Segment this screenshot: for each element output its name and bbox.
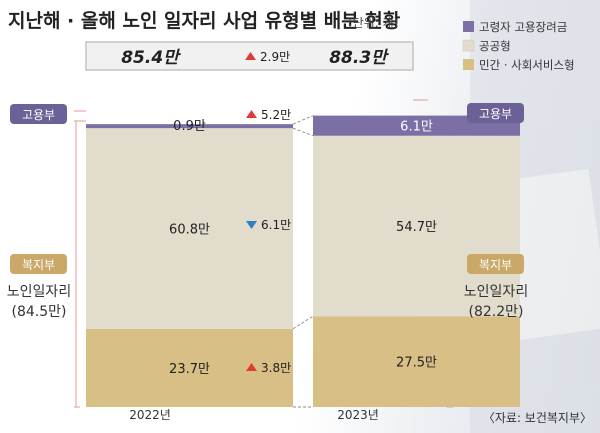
legend: 고령자 고용장려금 공공형 민간 · 사회서비스형 [462,20,575,72]
change-labels: 5.2만 6.1만 3.8만 [246,108,291,375]
totals-row: 85.4만 2.9만 88.3만 [85,41,414,71]
connectors [292,115,314,408]
down-arrow-icon [246,221,257,229]
ministry-tag-right-top [467,103,524,123]
legend-label-public: 공공형 [479,39,511,53]
total-2023: 88.3만 [329,48,389,68]
bar-segment-private-2022 [86,328,293,407]
legend-swatch-employment [463,21,474,32]
left-program-name: 노인일자리 [7,284,71,300]
right-program-total: (82.2만) [469,304,524,320]
change-public: 6.1만 [261,218,291,232]
ministry-tag-left-top [10,104,67,124]
bar-segment-employment-2022 [86,124,293,129]
data-label-employment-2022: 0.9만 [173,119,206,134]
x-tick-label-2023: 2023년 [337,408,379,422]
change-employment: 5.2만 [261,108,291,122]
bar-segment-public-2022 [86,128,293,329]
ministry-tag-right-mid [467,254,524,274]
bar-segment-private-2023 [313,316,520,407]
total-change: 2.9만 [260,50,290,64]
connector-line-2 [292,127,314,137]
source-note: 〈자료: 보건복지부〉 [483,411,592,425]
unit-label: (단위: 개) [348,16,398,30]
left-program-total: (84.5만) [12,304,67,320]
connector-line-1 [292,115,314,125]
x-tick-label-2022: 2022년 [129,408,171,422]
left-frame [74,110,86,408]
data-label-private-2022: 23.7만 [169,362,210,377]
data-label-public-2022: 60.8만 [169,222,210,237]
connector-line-3 [292,315,314,330]
up-arrow-icon [245,52,256,60]
right-program-name: 노인일자리 [464,284,528,300]
legend-label-private: 민간 · 사회서비스형 [479,58,575,72]
change-private: 3.8만 [261,361,291,375]
ministry-tag-right-top-label: 고용부 [479,107,512,121]
data-label-employment-2023: 6.1만 [400,120,433,135]
ministry-tag-right-mid-label: 복지부 [479,258,512,272]
ministry-tag-left-top-label: 고용부 [22,108,55,122]
bar-segment-public-2023 [313,135,520,317]
bars [86,115,520,407]
ministry-tag-left-mid-label: 복지부 [22,258,55,272]
side-labels: 고용부 고용부 복지부 노인일자리 (84.5만) 복지부 노인일자리 (82.… [7,103,528,320]
bar-labels: 23.7만 60.8만 0.9만 27.5만 54.7만 6.1만 [169,119,437,377]
chart-title: 지난해 · 올해 노인 일자리 사업 유형별 배분 현황 [8,9,401,32]
up-arrow-icon [246,110,257,118]
ministry-tag-left-mid [10,254,67,274]
legend-swatch-public [462,39,475,52]
total-2022: 85.4만 [121,48,181,68]
legend-swatch-private [463,59,474,70]
up-arrow-icon [246,363,257,371]
data-label-public-2023: 54.7만 [396,220,437,235]
data-label-private-2023: 27.5만 [396,356,437,371]
legend-label-employment: 고령자 고용장려금 [479,20,567,34]
